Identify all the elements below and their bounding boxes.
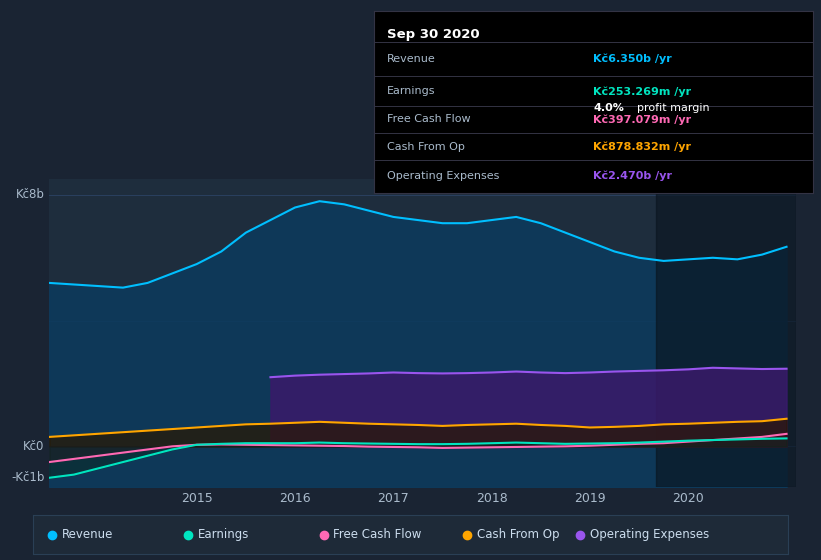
Text: Operating Expenses: Operating Expenses [387,171,499,181]
Text: Revenue: Revenue [387,54,435,63]
Text: Free Cash Flow: Free Cash Flow [387,114,470,124]
Text: Kč8b: Kč8b [16,188,44,202]
Text: Earnings: Earnings [198,528,249,542]
Text: Kč0: Kč0 [23,440,44,453]
Bar [656,179,796,487]
Text: Kč253.269m /yr: Kč253.269m /yr [594,86,691,96]
Text: profit margin: profit margin [637,102,709,113]
Text: Kč6.350b /yr: Kč6.350b /yr [594,53,672,64]
Text: Operating Expenses: Operating Expenses [590,528,709,542]
Text: Cash From Op: Cash From Op [477,528,559,542]
Text: Kč2.470b /yr: Kč2.470b /yr [594,171,672,181]
Text: Free Cash Flow: Free Cash Flow [333,528,422,542]
Text: Cash From Op: Cash From Op [387,142,465,152]
Text: 4.0%: 4.0% [594,102,624,113]
Text: Earnings: Earnings [387,86,435,96]
Text: -Kč1b: -Kč1b [11,472,44,484]
Text: Revenue: Revenue [62,528,113,542]
Text: Sep 30 2020: Sep 30 2020 [387,27,479,40]
Text: Kč397.079m /yr: Kč397.079m /yr [594,114,691,125]
Text: Kč878.832m /yr: Kč878.832m /yr [594,142,691,152]
